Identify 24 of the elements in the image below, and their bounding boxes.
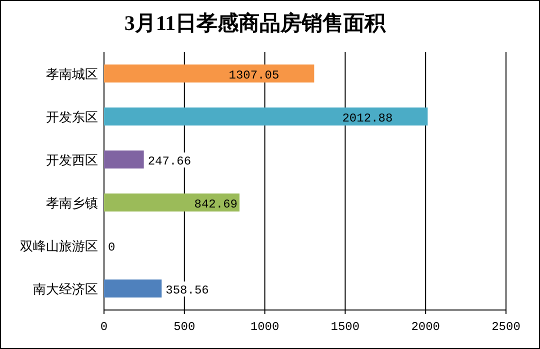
bar [104, 194, 240, 212]
y-tick-label: 南大经济区 [33, 282, 98, 298]
data-label: 2012.88 [342, 112, 393, 126]
bar [104, 280, 162, 298]
bar [104, 150, 144, 168]
y-tick-label: 孝南城区 [46, 68, 98, 82]
x-tick-label: 0 [100, 320, 108, 334]
data-label: 358.56 [166, 284, 209, 298]
bar [104, 108, 428, 126]
x-tick-label: 2000 [411, 320, 440, 334]
bar [104, 64, 314, 82]
x-tick-label: 2500 [492, 320, 520, 334]
x-tick-label: 1000 [250, 320, 280, 334]
y-tick-label: 开发西区 [46, 154, 98, 168]
data-label: 247.66 [148, 154, 192, 168]
x-tick-label: 1500 [330, 320, 360, 334]
data-label: 1307.05 [228, 68, 280, 82]
data-label: 0 [108, 240, 116, 254]
data-label: 842.69 [194, 198, 238, 212]
x-tick-label: 500 [174, 320, 196, 334]
y-tick-label: 双峰山旅游区 [20, 240, 98, 254]
chart-title: 3月11日孝感商品房销售面积 [124, 11, 387, 35]
y-tick-label: 开发东区 [46, 110, 98, 126]
y-tick-label: 孝南乡镇 [46, 196, 98, 212]
